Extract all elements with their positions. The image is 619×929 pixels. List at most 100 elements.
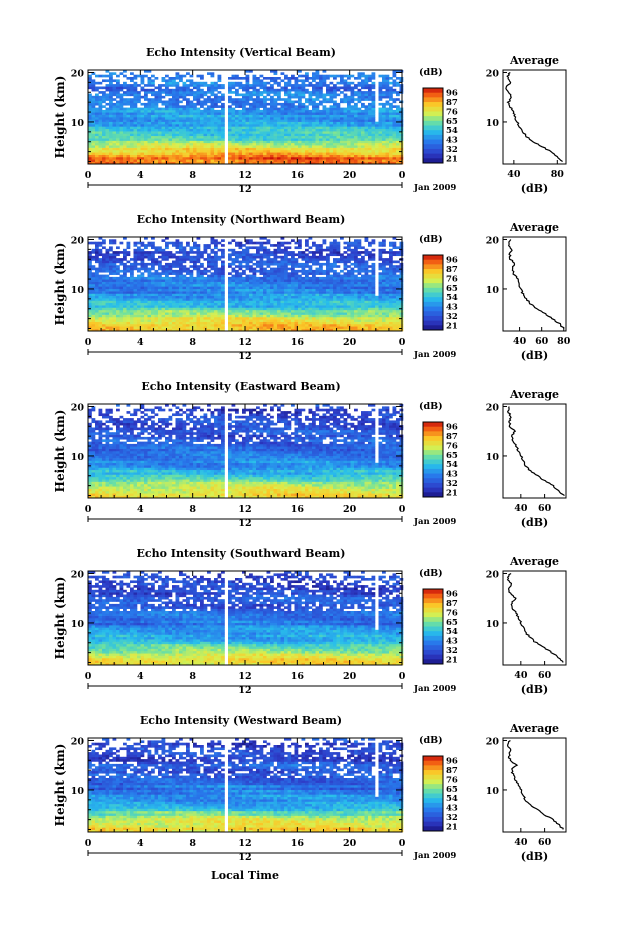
colorbar-step bbox=[423, 756, 443, 762]
colorbar-step bbox=[423, 297, 443, 303]
colorbar-step bbox=[423, 770, 443, 776]
profile-xlabel: (dB) bbox=[521, 516, 548, 529]
colorbar-step bbox=[423, 440, 443, 446]
colorbar-step bbox=[423, 292, 443, 298]
y-axis-label: Height (km) bbox=[53, 76, 67, 159]
colorbar-step bbox=[423, 153, 443, 159]
colorbar-unit: (dB) bbox=[419, 568, 443, 579]
profile-frame bbox=[502, 570, 567, 666]
y-tick-label: 10 bbox=[71, 285, 85, 296]
x-tick-label: 20 bbox=[343, 504, 357, 515]
colorbar-step bbox=[423, 760, 443, 766]
profile-x-tick-label: 60 bbox=[535, 336, 549, 347]
colorbar-step bbox=[423, 315, 443, 322]
colorbar-step bbox=[423, 144, 443, 150]
day-label: 12 bbox=[238, 685, 251, 696]
profile-xlabel: (dB) bbox=[521, 182, 548, 195]
colorbar-tick-label: 87 bbox=[446, 265, 458, 275]
x-tick-label: 4 bbox=[137, 838, 144, 849]
date-axis: 12 Jan 2009 bbox=[87, 182, 456, 195]
y-ticks: 10 20 bbox=[71, 402, 402, 497]
x-tick-label: 16 bbox=[291, 671, 305, 682]
colorbar-step bbox=[423, 492, 443, 498]
x-tick-label: 20 bbox=[343, 170, 357, 181]
x-tick-label: 12 bbox=[238, 170, 251, 181]
colorbar-step bbox=[423, 120, 443, 126]
colorbar-tick-label: 87 bbox=[446, 766, 458, 776]
colorbar-step bbox=[423, 812, 443, 818]
date-label: Jan 2009 bbox=[413, 517, 456, 527]
average-profile: Average 40 60 10 20 (dB) bbox=[486, 722, 567, 863]
x-tick-label: 8 bbox=[189, 170, 196, 181]
colorbar-step bbox=[423, 617, 443, 623]
date-label: Jan 2009 bbox=[413, 684, 456, 694]
profile-y-tick-label: 10 bbox=[486, 285, 500, 296]
profile-x-tick-label: 80 bbox=[551, 169, 565, 180]
profile-x-tick-label: 60 bbox=[538, 837, 552, 848]
profile-xlabel: (dB) bbox=[521, 349, 548, 362]
colorbar-step bbox=[423, 111, 443, 117]
panel-title: Echo Intensity (Southward Beam) bbox=[137, 547, 346, 560]
colorbar-step bbox=[423, 426, 443, 432]
profile-frame bbox=[502, 236, 567, 332]
colorbar-frame bbox=[422, 254, 444, 331]
colorbar-tick-label: 21 bbox=[446, 488, 458, 498]
x-tick-label: 0 bbox=[85, 838, 92, 849]
colorbar-tick-label: 76 bbox=[446, 441, 458, 451]
heatmap-cells bbox=[88, 70, 404, 165]
x-tick-label: 0 bbox=[399, 504, 406, 515]
average-profile: Average 40 60 80 10 20 (dB) bbox=[486, 221, 571, 362]
heatmap-cells bbox=[88, 237, 404, 332]
y-ticks: 10 20 bbox=[71, 736, 402, 831]
colorbar-step bbox=[423, 821, 443, 827]
x-tick-label: 0 bbox=[399, 671, 406, 682]
colorbar-step bbox=[423, 158, 443, 164]
average-profile: Average 40 60 10 20 (dB) bbox=[486, 388, 567, 529]
colorbar-step bbox=[423, 255, 443, 261]
profile-line bbox=[506, 740, 564, 830]
profile-x-tick-label: 40 bbox=[514, 670, 528, 681]
profile-frame bbox=[502, 69, 567, 165]
colorbar-step bbox=[423, 454, 443, 460]
colorbar-step bbox=[423, 487, 443, 493]
y-tick-label: 20 bbox=[71, 402, 85, 413]
colorbar-tick-label: 54 bbox=[446, 126, 458, 136]
y-tick-label: 20 bbox=[71, 235, 85, 246]
profile-y-tick-label: 20 bbox=[486, 402, 500, 413]
panels: Echo Intensity (Vertical Beam)0 4 8 12 16 20 0… bbox=[53, 46, 571, 863]
colorbar-step bbox=[423, 459, 443, 465]
y-tick-label: 20 bbox=[71, 736, 85, 747]
colorbar-step bbox=[423, 649, 443, 656]
colorbar-step bbox=[423, 259, 443, 265]
colorbar-step bbox=[423, 464, 443, 470]
colorbar-step bbox=[423, 422, 443, 428]
profile-x-tick-label: 40 bbox=[513, 336, 527, 347]
colorbar-step bbox=[423, 306, 443, 312]
date-axis: 12 Jan 2009 bbox=[87, 850, 456, 863]
colorbar-step bbox=[423, 607, 443, 613]
x-tick-label: 0 bbox=[85, 170, 92, 181]
colorbar-step bbox=[423, 88, 443, 94]
heatmap-cells bbox=[88, 738, 404, 833]
profile-x-tick-label: 40 bbox=[507, 169, 521, 180]
date-axis: 12 Jan 2009 bbox=[87, 516, 456, 529]
x-tick-label: 0 bbox=[85, 671, 92, 682]
profile-y-tick-label: 20 bbox=[486, 68, 500, 79]
x-tick-label: 8 bbox=[189, 671, 196, 682]
panel-title: Echo Intensity (Westward Beam) bbox=[140, 714, 342, 727]
y-tick-label: 10 bbox=[71, 118, 85, 129]
y-tick-label: 10 bbox=[71, 452, 85, 463]
colorbar-step bbox=[423, 659, 443, 665]
y-ticks: 10 20 bbox=[71, 569, 402, 664]
colorbar-tick-label: 76 bbox=[446, 775, 458, 785]
colorbar-step bbox=[423, 631, 443, 637]
x-tick-label: 4 bbox=[137, 671, 144, 682]
x-tick-label: 16 bbox=[291, 504, 305, 515]
colorbar-tick-label: 76 bbox=[446, 608, 458, 618]
colorbar-step bbox=[423, 593, 443, 599]
colorbar-tick-label: 65 bbox=[446, 618, 458, 628]
colorbar-tick-label: 32 bbox=[446, 813, 458, 823]
colorbar-step bbox=[423, 320, 443, 326]
day-label: 12 bbox=[238, 852, 251, 863]
panel-2: Echo Intensity (Northward Beam) 0 4 8 12 16 20… bbox=[53, 213, 571, 362]
